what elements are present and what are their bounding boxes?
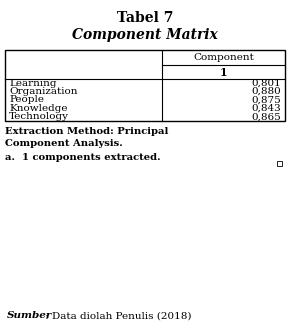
Text: : Data diolah Penulis (2018): : Data diolah Penulis (2018) (42, 312, 191, 320)
Text: Extraction Method: Principal: Extraction Method: Principal (5, 126, 168, 136)
Text: a.  1 components extracted.: a. 1 components extracted. (5, 153, 161, 161)
Text: 0,843: 0,843 (251, 104, 281, 113)
Text: 1: 1 (220, 67, 227, 78)
Text: Component Analysis.: Component Analysis. (5, 139, 123, 147)
Text: 0,801: 0,801 (251, 79, 281, 88)
Text: Organization: Organization (9, 87, 77, 96)
Bar (277, 161, 282, 166)
Text: Sumber: Sumber (7, 312, 52, 320)
Text: Learning: Learning (9, 79, 57, 88)
Text: Component: Component (193, 53, 254, 62)
Text: Tabel 7: Tabel 7 (117, 11, 173, 25)
Text: 0,880: 0,880 (251, 87, 281, 96)
Text: Technology: Technology (9, 112, 69, 121)
Text: 0,875: 0,875 (251, 96, 281, 105)
Bar (5, 50, 285, 121)
Text: 0,865: 0,865 (251, 112, 281, 121)
Text: Knowledge: Knowledge (9, 104, 68, 113)
Text: Component Matrix: Component Matrix (72, 28, 218, 42)
Text: People: People (9, 96, 44, 105)
